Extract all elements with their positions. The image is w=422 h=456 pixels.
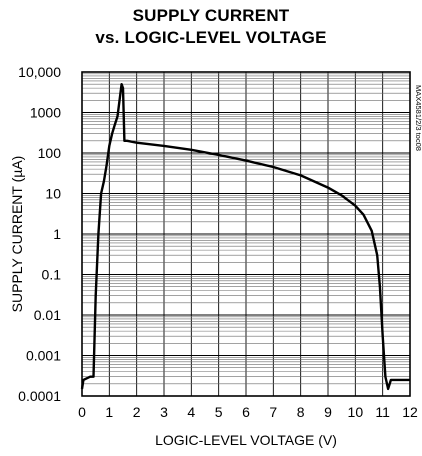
- y-tick-label: 0.1: [42, 267, 62, 283]
- y-tick-label: 0.01: [34, 307, 61, 323]
- series-line: [80, 83, 410, 391]
- x-tick-label: 6: [242, 404, 250, 420]
- grid: [82, 72, 410, 396]
- y-tick-label: 1: [53, 226, 61, 242]
- x-tick-labels: 0 1 2 3 4 5 6 7 8 9 10 11 12: [78, 404, 418, 420]
- x-tick-label: 0: [78, 404, 86, 420]
- x-tick-label: 11: [375, 404, 390, 420]
- x-tick-label: 4: [187, 404, 195, 420]
- x-tick-label: 8: [297, 404, 305, 420]
- y-tick-label: 0.001: [26, 348, 61, 364]
- y-axis-label: SUPPLY CURRENT (µA): [9, 156, 25, 313]
- plot-frame: [81, 71, 411, 397]
- x-tick-label: 10: [348, 404, 364, 420]
- x-axis-label: LOGIC-LEVEL VOLTAGE (V): [155, 432, 337, 448]
- x-tick-label: 7: [269, 404, 277, 420]
- x-tick-label: 3: [160, 404, 168, 420]
- y-tick-label: 1000: [30, 105, 61, 121]
- y-tick-label: 0.0001: [18, 388, 61, 404]
- figure-code: MAX4581/2/3 toc08: [414, 85, 422, 151]
- y-tick-label: 100: [38, 145, 62, 161]
- x-tick-label: 1: [105, 404, 113, 420]
- chart-subtitle: vs. LOGIC-LEVEL VOLTAGE: [95, 28, 327, 47]
- x-tick-label: 2: [133, 404, 141, 420]
- y-tick-labels: 0.0001 0.001 0.01 0.1 1 10 100 1000 10,000: [18, 64, 61, 404]
- chart-title: SUPPLY CURRENT: [132, 6, 290, 25]
- x-tick-label: 9: [324, 404, 332, 420]
- y-tick-label: 10,000: [18, 64, 61, 80]
- y-tick-label: 10: [45, 186, 61, 202]
- x-tick-label: 5: [215, 404, 223, 420]
- x-tick-label: 12: [402, 404, 418, 420]
